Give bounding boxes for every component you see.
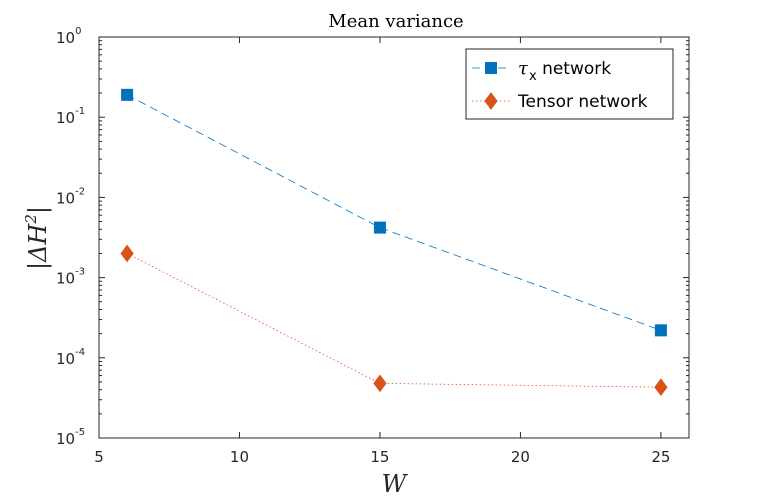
legend-label: Tensor network: [517, 92, 648, 112]
legend-item: τx network: [472, 58, 611, 84]
legend-marker: [485, 62, 497, 74]
data-point: [120, 244, 134, 263]
legend-item: Tensor network: [472, 92, 648, 112]
plot-frame: [98, 36, 690, 439]
legend-marker: [484, 92, 498, 110]
series-1: [121, 88, 667, 337]
legend-label: τx network: [518, 58, 611, 84]
ticks-layer: 5 10 15 20 25 100 10-1 10-2 10-3 10-4 10-5: [56, 26, 689, 466]
y-tick-label: 100: [56, 26, 81, 47]
data-point: [654, 324, 667, 337]
data-point: [121, 88, 134, 101]
x-axis-label: W: [382, 470, 409, 498]
y-tick-label: 10-4: [56, 347, 85, 368]
x-tick-label: 25: [651, 448, 670, 466]
series-layer: [120, 88, 668, 397]
x-tick-label: 15: [370, 448, 389, 466]
y-axis-label-suffix: |: [24, 206, 53, 214]
chart-title: Mean variance: [328, 11, 463, 32]
y-tick-label: 10-1: [56, 106, 85, 127]
x-tick-label: 20: [511, 448, 530, 466]
series-2: [120, 244, 668, 397]
data-point: [373, 221, 386, 234]
y-axis-label: |ΔH2|: [22, 206, 53, 270]
series-line: [126, 94, 662, 331]
y-axis-label-prefix: |ΔH: [24, 223, 53, 270]
y-axis-label-sup: 2: [22, 214, 40, 225]
y-tick-label: 10-3: [56, 267, 85, 288]
y-tick-label: 10-5: [56, 427, 85, 448]
svg-text:|ΔH2|: |ΔH2|: [22, 206, 53, 270]
legend: τx network Tensor network: [465, 48, 674, 120]
x-tick-label: 10: [230, 448, 249, 466]
data-point: [373, 374, 387, 393]
x-tick-label: 5: [94, 448, 104, 466]
data-point: [654, 378, 668, 397]
y-tick-label: 10-2: [56, 186, 85, 207]
legend-box: [465, 48, 674, 120]
